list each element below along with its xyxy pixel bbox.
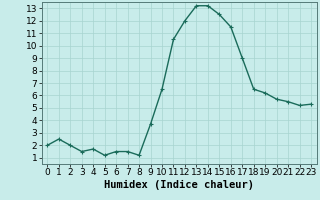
X-axis label: Humidex (Indice chaleur): Humidex (Indice chaleur)	[104, 180, 254, 190]
